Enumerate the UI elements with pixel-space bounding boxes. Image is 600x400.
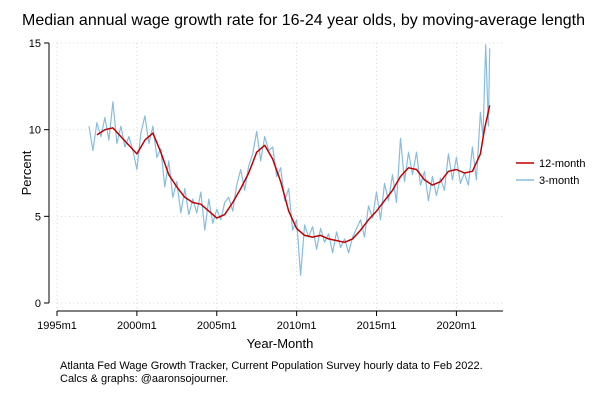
x-tick-label: 2020m1: [437, 320, 477, 332]
x-tick-label: 2015m1: [357, 320, 397, 332]
legend-label: 3-month: [539, 175, 579, 187]
y-tick-label: 10: [29, 125, 41, 137]
y-tick-label: 15: [29, 38, 41, 50]
series-layer: [88, 44, 491, 276]
y-tick-label: 0: [35, 298, 41, 310]
series-line-12-month: [96, 105, 491, 244]
y-axis-title: Percent: [19, 150, 34, 195]
y-tick-label: 5: [35, 211, 41, 223]
chart-title: Median annual wage growth rate for 16-24…: [22, 12, 585, 29]
x-tick-label: 2000m1: [117, 320, 157, 332]
x-tick-label: 2010m1: [277, 320, 317, 332]
x-tick-label: 1995m1: [37, 320, 77, 332]
x-axis-title: Year-Month: [247, 336, 314, 351]
x-tick-label: 2005m1: [197, 320, 237, 332]
axes: 0 5 10 15 1995m1 2000m1 2005m1 2010m1 2015m1 2020…: [19, 38, 503, 351]
footnote-credit: Calcs & graphs: @aaronsojourner.: [60, 373, 229, 385]
grid-lines: [56, 42, 503, 311]
series-line-3-month: [88, 44, 491, 276]
footnote-source: Atlanta Fed Wage Growth Tracker, Current…: [60, 360, 483, 372]
legend: 12-month 3-month: [516, 158, 585, 187]
legend-label: 12-month: [539, 158, 585, 170]
